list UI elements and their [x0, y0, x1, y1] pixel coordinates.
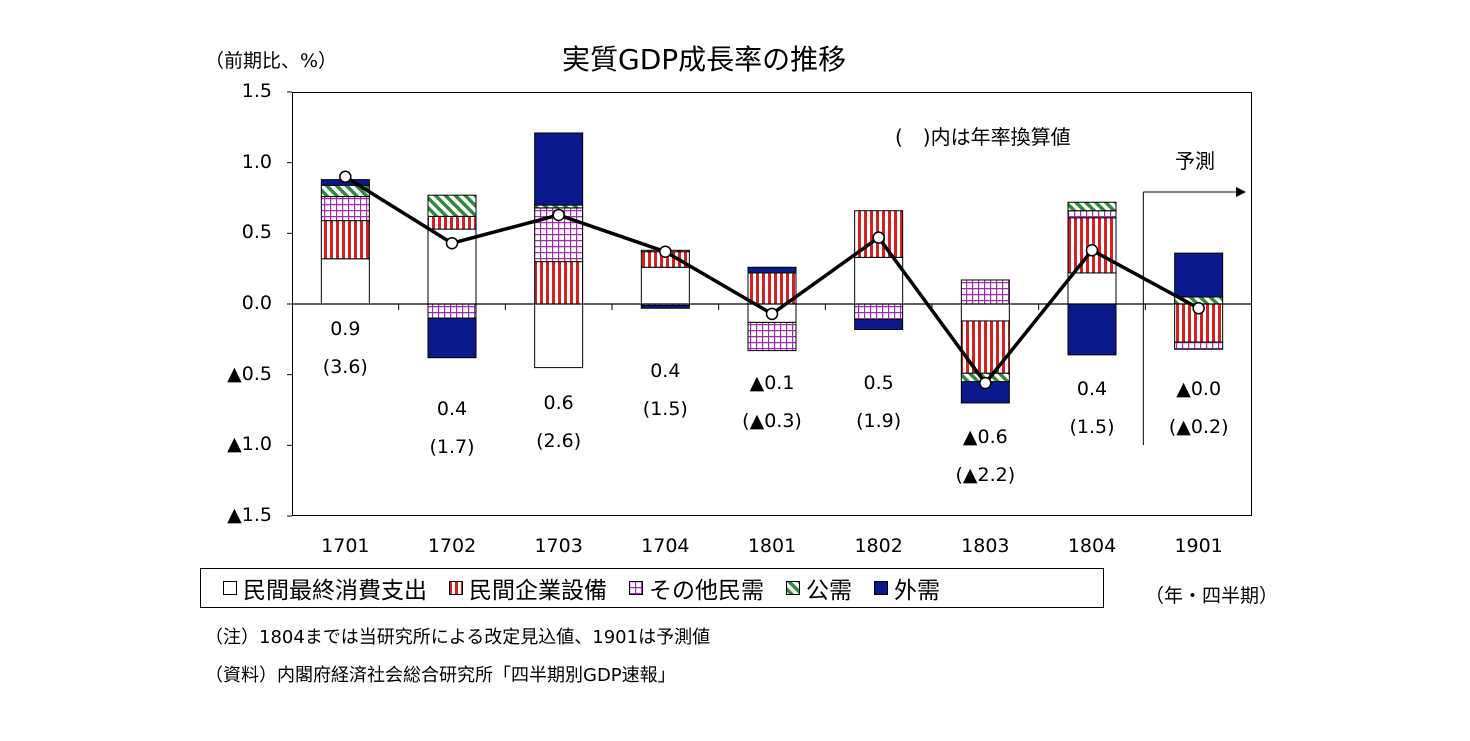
legend-item: その他民需 [629, 571, 764, 605]
data-label-annual: (3.6) [322, 356, 368, 378]
bar-segment-1804-s0 [1067, 272, 1117, 305]
legend-label: 民間最終消費支出 [243, 578, 427, 604]
bar-segment-1801-s4 [747, 266, 797, 274]
bar-segment-1901-s4 [1174, 252, 1224, 298]
data-label-qoq: 0.6 [543, 392, 574, 414]
x-tick-label: 1802 [854, 535, 903, 557]
bar-segment-1802-s2 [854, 303, 904, 321]
y-tick-label: 0.5 [241, 221, 272, 244]
bar-segment-1901-s2 [1174, 341, 1224, 350]
bar-segment-1804-s3 [1067, 201, 1117, 212]
y-tick-label: ▲1.0 [227, 433, 272, 456]
legend-item: 公需 [786, 571, 852, 605]
bar-segment-1703-s0 [534, 303, 584, 369]
data-label-qoq: ▲0.0 [1176, 378, 1222, 400]
gdp-point-1703 [552, 208, 565, 222]
x-tick-label: 1901 [1174, 535, 1223, 557]
bar-segment-1702-s2 [427, 303, 477, 319]
gdp-point-1704 [659, 245, 672, 258]
legend-label: 外需 [894, 578, 940, 604]
x-tick-label: 1702 [427, 535, 477, 557]
data-label-qoq: ▲0.6 [962, 426, 1008, 448]
bar-segment-1802-s4 [854, 319, 904, 330]
data-label-annual: (▲0.2) [1168, 416, 1229, 438]
legend-swatch [449, 581, 463, 595]
gdp-point-1802 [872, 231, 885, 244]
bar-segment-1803-s2 [960, 279, 1010, 305]
annual-rate-note: ( )内は年率換算値 [895, 125, 1071, 149]
data-label-qoq: 0.4 [436, 398, 468, 420]
gdp-point-1804 [1085, 244, 1099, 257]
bar-segment-1803-s1 [960, 320, 1010, 374]
chart-title: 実質GDP成長率の推移 [562, 43, 847, 76]
legend-label: 公需 [806, 578, 852, 604]
x-tick-label: 1803 [961, 535, 1010, 557]
bar-segment-1701-s2 [320, 196, 370, 222]
bar-segment-1802-s0 [854, 256, 904, 305]
bar-segment-1804-s2 [1067, 210, 1117, 219]
gdp-point-1803 [979, 376, 992, 390]
bar-segment-1703-s1 [534, 261, 584, 305]
legend-swatch [874, 581, 888, 595]
bar-segment-1803-s0 [960, 303, 1010, 322]
data-label-annual: (1.5) [1069, 416, 1115, 438]
bar-segment-1702-s3 [427, 194, 477, 217]
data-label-annual: (1.7) [429, 436, 475, 458]
data-label-annual: (2.6) [536, 430, 582, 452]
gdp-point-1901 [1192, 301, 1205, 315]
x-tick-label: 1703 [534, 535, 583, 557]
bar-segment-1704-s4 [640, 304, 690, 309]
x-tick-label: 1804 [1067, 535, 1117, 557]
x-tick-label: 1801 [747, 535, 797, 557]
data-label-qoq: 0.4 [650, 360, 681, 382]
gdp-point-1701 [339, 170, 352, 184]
bar-segment-1702-s1 [427, 215, 477, 230]
footnote-source: （資料）内閣府経済社会総合研究所「四半期別GDP速報」 [205, 665, 676, 686]
forecast-arrow-head [1236, 187, 1246, 197]
data-label-annual: (▲2.2) [955, 464, 1016, 486]
bar-segment-1702-s4 [427, 317, 477, 359]
legend: 民間最終消費支出 民間企業設備 その他民需 公需 外需 [200, 568, 1104, 608]
data-label-qoq: 0.9 [330, 318, 361, 340]
legend-item: 民間企業設備 [449, 571, 607, 605]
bar-segment-1801-s1 [747, 272, 797, 305]
y-axis-unit: （前期比、%） [205, 50, 338, 72]
y-tick-label: 1.5 [241, 80, 272, 102]
bar-segment-1701-s0 [320, 258, 370, 305]
bar-segment-1801-s2 [747, 321, 797, 352]
legend-item: 外需 [874, 571, 940, 605]
x-axis-period-label: （年・四半期） [1145, 585, 1279, 607]
data-label-qoq: 0.5 [863, 372, 894, 394]
footnote-note: （注）1804までは当研究所による改定見込値、1901は予測値 [205, 627, 711, 648]
legend-item: 民間最終消費支出 [223, 571, 427, 605]
legend-label: その他民需 [649, 578, 764, 604]
y-tick-label: 0.0 [241, 292, 272, 314]
gdp-point-1702 [445, 236, 459, 250]
bar-segment-1704-s0 [640, 266, 690, 305]
data-label-qoq: ▲0.1 [749, 372, 795, 394]
y-tick-label: ▲0.5 [227, 362, 272, 385]
data-label-annual: (1.5) [642, 398, 688, 420]
data-label-annual: (1.9) [856, 410, 902, 432]
x-tick-label: 1704 [641, 535, 690, 557]
legend-label: 民間企業設備 [469, 578, 607, 604]
bar-segment-1701-s1 [320, 220, 370, 260]
x-tick-label: 1701 [321, 535, 370, 557]
data-label-qoq: 0.4 [1076, 378, 1108, 400]
gdp-point-1801 [765, 307, 779, 321]
legend-swatch [223, 581, 237, 595]
legend-swatch [786, 581, 800, 595]
bar-segment-1804-s4 [1067, 303, 1117, 356]
legend-swatch [629, 581, 643, 595]
y-tick-label: ▲1.5 [227, 504, 272, 526]
forecast-label: 予測 [1175, 149, 1215, 173]
bar-segment-1703-s4 [534, 132, 584, 206]
data-label-annual: (▲0.3) [742, 410, 802, 432]
y-tick-label: 1.0 [241, 150, 272, 173]
